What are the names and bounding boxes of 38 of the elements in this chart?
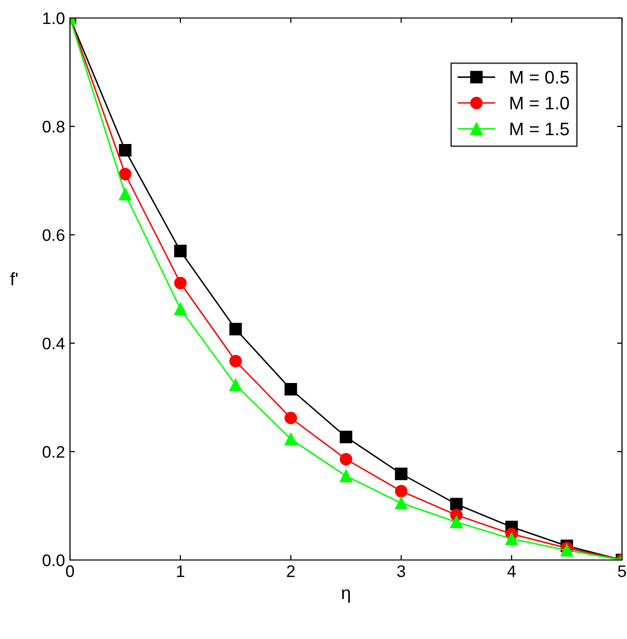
point [284,383,298,396]
y-axis-title: f' [10,272,18,286]
point [229,322,242,336]
point [340,452,352,466]
x-tick-label: 2 [287,565,295,577]
y-tick-label: 0.8 [42,120,64,133]
point [450,516,463,528]
x-axis-title: η [342,589,350,603]
point [174,244,187,258]
legend-label: M = 1.5 [510,122,569,136]
point [174,302,187,316]
y-tick-label: 0.4 [42,338,65,350]
y-tick-label: 0.0 [42,554,64,566]
point [394,468,408,480]
legend-label: M = 0.5 [510,70,569,84]
y-tick-label: 0.2 [42,446,64,458]
x-tick-label: 5 [618,565,626,578]
point [118,188,132,200]
y-tick-label: 1.0 [43,12,64,24]
point [229,354,242,368]
legend-label: M = 1.0 [510,96,569,110]
x-tick-label: 1 [177,565,184,577]
x-tick-label: 3 [397,565,406,578]
point [284,412,298,424]
point [394,484,408,498]
point [284,432,298,446]
point [174,276,187,290]
point [340,430,352,444]
point [229,378,242,392]
point [340,470,352,482]
point [505,532,518,546]
point [118,168,132,180]
point [394,496,408,510]
x-tick-label: 0 [66,565,74,578]
y-tick-label: 0.6 [42,229,64,242]
point [450,498,463,510]
point [118,144,132,156]
x-tick-label: 4 [507,565,516,577]
